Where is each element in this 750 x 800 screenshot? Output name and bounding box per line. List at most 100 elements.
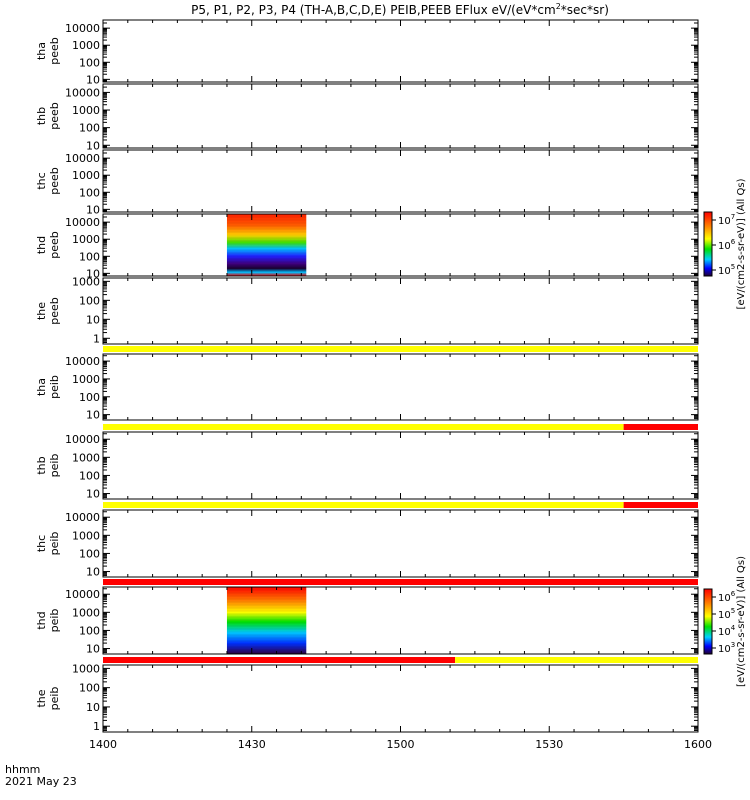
y-tick-label: 10 xyxy=(86,203,100,216)
panel-the-peeb: 1000 100 10 1 the peeb xyxy=(35,275,699,352)
y-tick-label: 1 xyxy=(93,720,100,733)
y-axis-label-product: peeb xyxy=(48,37,61,65)
y-tick-label: 1000 xyxy=(72,275,100,288)
panel-tha-peib: 10000 1000 100 10 tha peib xyxy=(35,353,699,430)
colorbar-tick-label: 106 xyxy=(718,590,736,604)
panel-frame xyxy=(102,83,699,149)
y-tick-label: 10000 xyxy=(65,511,100,524)
y-tick-label: 10000 xyxy=(65,86,100,99)
panel-thd-peib: 10000 1000 100 10 thd peib xyxy=(35,586,699,663)
colorbar-tick-label: 106 xyxy=(718,238,736,252)
x-tick-label: 1530 xyxy=(535,738,563,751)
y-tick-label: 100 xyxy=(79,186,100,199)
figure-title: P5, P1, P2, P3, P4 (TH-A,B,C,D,E) PEIB,P… xyxy=(191,2,609,17)
spectrogram-block-thd-peib xyxy=(226,587,307,654)
panel-frame xyxy=(102,586,699,655)
panel-frame xyxy=(102,277,699,345)
panel-thc-peeb: 10000 1000 100 10 thc peeb xyxy=(35,149,699,216)
y-tick-label: 1000 xyxy=(72,606,100,619)
colorbar-tick-label: 105 xyxy=(718,263,735,277)
x-tick-label: 1430 xyxy=(238,738,266,751)
y-tick-label: 1000 xyxy=(72,373,100,386)
y-tick-label: 10 xyxy=(86,73,100,86)
y-axis-label-probe: tha xyxy=(35,378,48,396)
time-axis-corner-label: hhmm xyxy=(5,763,40,776)
y-tick-label: 10 xyxy=(86,409,100,422)
y-tick-label: 10000 xyxy=(65,433,100,446)
colorbar-tick-label: 105 xyxy=(718,607,735,621)
panel-thb-peib: 10000 1000 100 10 thb peib xyxy=(35,431,699,508)
y-axis-label-probe: tha xyxy=(35,42,48,60)
y-axis-label-product: peeb xyxy=(48,102,61,130)
colorbar-tick-label: 104 xyxy=(718,624,736,638)
y-axis-label-product: peib xyxy=(48,375,61,399)
y-axis-label-probe: thc xyxy=(35,535,48,552)
y-tick-label: 10000 xyxy=(65,588,100,601)
colorbar-scale xyxy=(703,588,713,655)
y-tick-label: 100 xyxy=(79,122,100,135)
panel-the-peib: 1000 100 10 1 the peib xyxy=(35,662,699,733)
y-axis-label-product: peib xyxy=(48,454,61,478)
panel-frame xyxy=(102,149,699,213)
y-axis-label-product: peeb xyxy=(48,231,61,259)
colorbar-tick-label: 103 xyxy=(718,641,735,655)
y-tick-label: 100 xyxy=(79,294,100,307)
y-tick-label: 1000 xyxy=(72,529,100,542)
y-tick-label: 10000 xyxy=(65,355,100,368)
y-axis-label-product: peeb xyxy=(48,167,61,195)
colorbar-peib: 106 105 104 103 [eV/(cm2-s-sr-eV)] (All Qs) xyxy=(703,556,747,687)
quality-bar-segment xyxy=(623,424,698,430)
y-tick-label: 1000 xyxy=(72,169,100,182)
panel-thc-peib: 10000 1000 100 10 thc peib xyxy=(35,509,699,585)
y-tick-label: 100 xyxy=(79,624,100,637)
y-tick-label: 10 xyxy=(86,488,100,501)
y-tick-label: 10 xyxy=(86,267,100,280)
panel-frame xyxy=(102,664,699,733)
y-axis-label-probe: the xyxy=(35,302,48,320)
x-tick-label: 1500 xyxy=(387,738,415,751)
y-tick-label: 1000 xyxy=(72,39,100,52)
panel-frame xyxy=(102,509,699,578)
panel-thb-peeb: 10000 1000 100 10 thb peeb xyxy=(35,83,699,152)
y-tick-label: 100 xyxy=(79,56,100,69)
quality-bar-segment xyxy=(103,346,698,352)
y-axis-label-product: peib xyxy=(48,609,61,633)
y-tick-label: 10 xyxy=(86,139,100,152)
y-axis-label-probe: thd xyxy=(35,236,48,254)
y-axis-label-probe: thb xyxy=(35,107,48,125)
spectrogram-block-thd-peeb xyxy=(226,214,307,276)
quality-bar-segment xyxy=(103,657,456,663)
panel-frame xyxy=(102,431,699,500)
colorbar-label: [eV/(cm2-s-sr-eV)] (All Qs) xyxy=(736,178,747,309)
y-tick-label: 100 xyxy=(79,250,100,263)
y-tick-label: 100 xyxy=(79,682,100,695)
quality-bar-segment xyxy=(103,424,624,430)
panel-frame xyxy=(102,19,699,83)
panel-tha-peeb: 10000 1000 100 10 tha peeb xyxy=(35,19,699,86)
y-tick-label: 1000 xyxy=(72,233,100,246)
y-tick-label: 10000 xyxy=(65,216,100,229)
y-tick-label: 10 xyxy=(86,643,100,656)
x-tick-label: 1400 xyxy=(89,738,117,751)
time-axis-date-label: 2021 May 23 xyxy=(5,775,77,788)
y-tick-label: 1 xyxy=(93,332,100,345)
y-tick-label: 1000 xyxy=(72,662,100,675)
y-axis-label-product: peib xyxy=(48,687,61,711)
panel-frame xyxy=(102,353,699,421)
y-tick-label: 10 xyxy=(86,566,100,579)
y-tick-label: 10000 xyxy=(65,152,100,165)
y-axis-label-probe: thb xyxy=(35,456,48,474)
y-axis-label-probe: thc xyxy=(35,172,48,189)
y-tick-label: 100 xyxy=(79,547,100,560)
quality-bar-segment xyxy=(103,502,624,508)
quality-bar-segment xyxy=(103,579,698,585)
y-axis-label-product: peib xyxy=(48,532,61,556)
y-tick-label: 10 xyxy=(86,313,100,326)
y-axis-label-probe: the xyxy=(35,689,48,707)
panel-frame xyxy=(102,213,699,277)
y-tick-label: 1000 xyxy=(72,104,100,117)
quality-bar-segment xyxy=(455,657,698,663)
y-tick-label: 100 xyxy=(79,391,100,404)
x-tick-label: 1600 xyxy=(684,738,712,751)
